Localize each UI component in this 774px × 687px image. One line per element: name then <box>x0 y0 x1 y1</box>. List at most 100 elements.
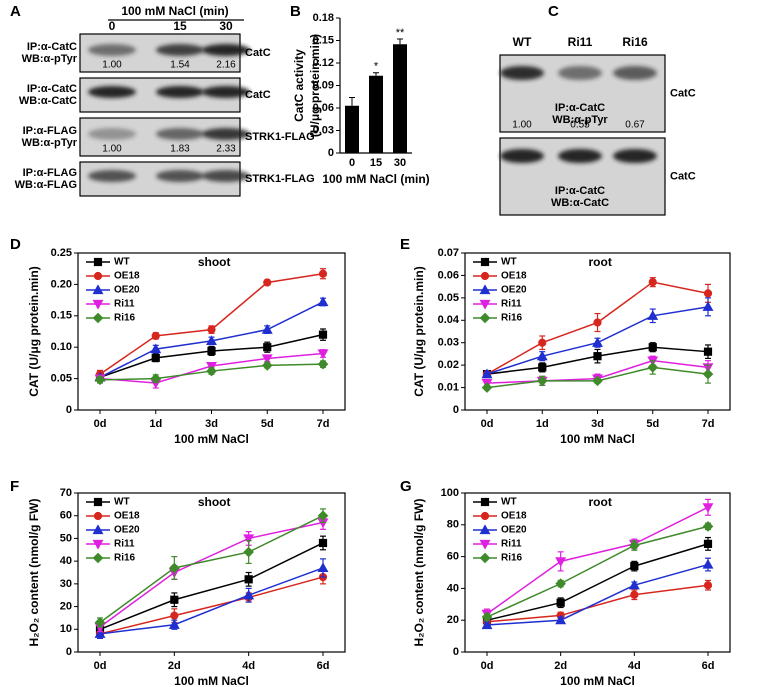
y-axis-label: CatC activity <box>292 49 306 122</box>
blot-band <box>202 170 250 182</box>
marker <box>593 352 602 361</box>
protein-label: CatC <box>670 170 696 182</box>
marker <box>629 540 640 551</box>
marker <box>93 271 103 281</box>
marker <box>318 330 328 339</box>
marker <box>628 579 640 590</box>
marker <box>555 578 566 589</box>
y-tick-label: 0 <box>453 646 459 658</box>
y-tick-label: 40 <box>60 555 72 567</box>
marker <box>318 538 328 548</box>
marker <box>151 331 160 340</box>
marker <box>243 589 255 600</box>
y-tick-label: 0.09 <box>313 79 334 91</box>
marker <box>480 497 490 507</box>
panel-label: F <box>10 478 19 495</box>
y-tick-label: 0.06 <box>438 269 459 281</box>
y-tick-label: 30 <box>60 578 72 590</box>
series-line <box>99 567 324 635</box>
legend-label: Ri11 <box>114 539 135 550</box>
marker <box>92 284 104 295</box>
y-tick-label: 0.01 <box>438 381 459 393</box>
y-tick-label: 20 <box>60 600 72 612</box>
marker <box>317 349 329 360</box>
marker <box>647 362 659 373</box>
blot-label: IP:α-CatC <box>27 41 77 53</box>
legend-label: OE18 <box>501 271 527 282</box>
marker <box>556 598 565 607</box>
series-line <box>99 542 324 630</box>
y-tick-label: 0.03 <box>313 124 334 136</box>
significance: * <box>374 61 379 73</box>
column-label: 15 <box>173 19 187 33</box>
marker <box>555 557 567 567</box>
y-tick-label: 20 <box>447 614 459 626</box>
x-axis-label: 100 mM NaCl (min) <box>322 172 429 186</box>
blot-band <box>202 128 250 140</box>
blot-label: IP:α-FLAG <box>23 125 77 137</box>
blot-band <box>88 86 136 98</box>
protein-label: CatC <box>245 89 271 101</box>
x-tick-label: 0d <box>94 660 107 672</box>
plot-frame <box>77 492 346 653</box>
series-line <box>99 515 324 624</box>
marker <box>647 310 659 320</box>
marker <box>702 503 714 513</box>
marker <box>261 323 273 334</box>
x-tick-label: 2d <box>554 660 567 672</box>
y-tick-label: 60 <box>447 551 459 563</box>
marker <box>317 358 329 370</box>
blot-label: IP:α-CatC <box>555 102 605 114</box>
series-line <box>486 525 709 618</box>
quantification: 1.54 <box>170 60 190 71</box>
blot-label: WB:α-CatC <box>551 197 609 209</box>
quantification: 1.00 <box>102 60 122 71</box>
marker <box>480 257 490 267</box>
marker <box>648 278 657 287</box>
legend-label: Ri11 <box>114 299 135 310</box>
marker <box>536 350 548 361</box>
y-tick-label: 0 <box>453 404 459 416</box>
x-tick-label: 0d <box>94 418 107 430</box>
quantification: 2.33 <box>216 144 236 155</box>
blot-band <box>88 128 136 140</box>
marker <box>206 365 217 377</box>
y-axis-label: H₂O₂ content (nmol/g FW) <box>27 499 41 647</box>
series-line <box>486 563 709 626</box>
y-tick-label: 0.05 <box>438 292 459 304</box>
y-tick-label: 0.04 <box>438 314 460 326</box>
y-axis-label: CAT (U/μg protein.min) <box>412 266 426 396</box>
marker <box>479 524 491 535</box>
column-label: 0 <box>109 19 116 33</box>
blot-band <box>558 149 602 163</box>
y-tick-label: 0.02 <box>438 359 459 371</box>
column-label: Ri11 <box>568 35 593 49</box>
y-tick-label: 60 <box>60 510 72 522</box>
marker <box>555 614 567 625</box>
legend-label: Ri11 <box>501 539 522 550</box>
marker <box>630 590 639 599</box>
marker <box>261 360 273 371</box>
x-tick-label: 15 <box>370 157 382 169</box>
y-tick-label: 0.03 <box>438 337 459 349</box>
quantification: 1.00 <box>512 120 532 131</box>
marker <box>150 373 162 384</box>
marker <box>261 354 273 365</box>
blot-label: IP:α-CatC <box>27 83 77 95</box>
marker <box>150 343 162 354</box>
marker <box>479 284 491 295</box>
blot-label: IP:α-CatC <box>555 185 605 197</box>
marker <box>479 552 491 564</box>
x-tick-label: 3d <box>205 418 218 430</box>
y-tick-label: 10 <box>60 623 72 635</box>
blot-band <box>558 66 602 80</box>
marker <box>206 335 217 346</box>
legend-label: Ri16 <box>114 313 136 324</box>
blot-band <box>613 149 657 163</box>
marker <box>151 353 160 362</box>
marker <box>92 524 104 535</box>
blot-band <box>156 86 204 98</box>
x-tick-label: 0 <box>349 157 355 169</box>
y-tick-label: 0 <box>66 646 72 658</box>
